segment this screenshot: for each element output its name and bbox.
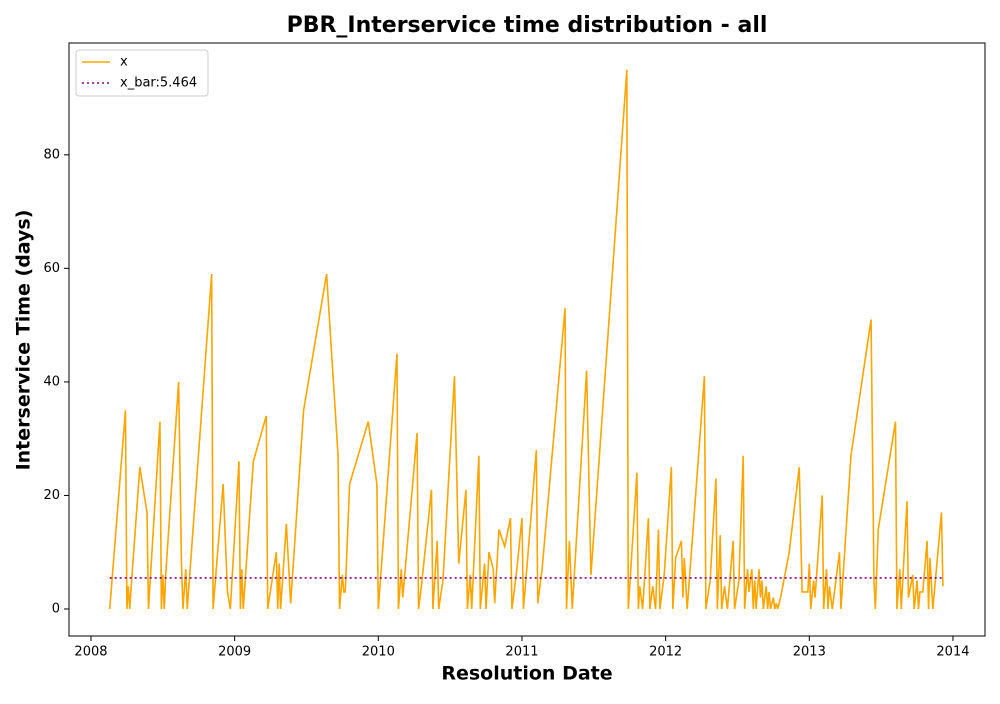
y-tick-label: 60 — [43, 261, 60, 276]
x-tick-label: 2008 — [74, 645, 107, 660]
y-axis-label: Interservice Time (days) — [13, 210, 35, 471]
x-tick-label: 2010 — [362, 645, 395, 660]
y-tick-label: 20 — [43, 488, 60, 503]
x-axis-label: Resolution Date — [441, 663, 612, 685]
x-tick-label: 2013 — [793, 645, 826, 660]
x-tick-label: 2011 — [505, 645, 538, 660]
legend-label: x — [120, 55, 128, 70]
x-tick-label: 2009 — [218, 645, 251, 660]
legend-label: x_bar:5.464 — [120, 76, 197, 91]
x-tick-label: 2014 — [936, 645, 969, 660]
y-tick-label: 80 — [43, 147, 60, 162]
y-tick-label: 40 — [43, 374, 60, 389]
data-line — [108, 69, 944, 610]
y-tick-label: 0 — [52, 601, 60, 616]
chart-title: PBR_Interservice time distribution - all — [287, 13, 768, 38]
plot-frame — [68, 42, 986, 637]
x-tick-label: 2012 — [649, 645, 682, 660]
